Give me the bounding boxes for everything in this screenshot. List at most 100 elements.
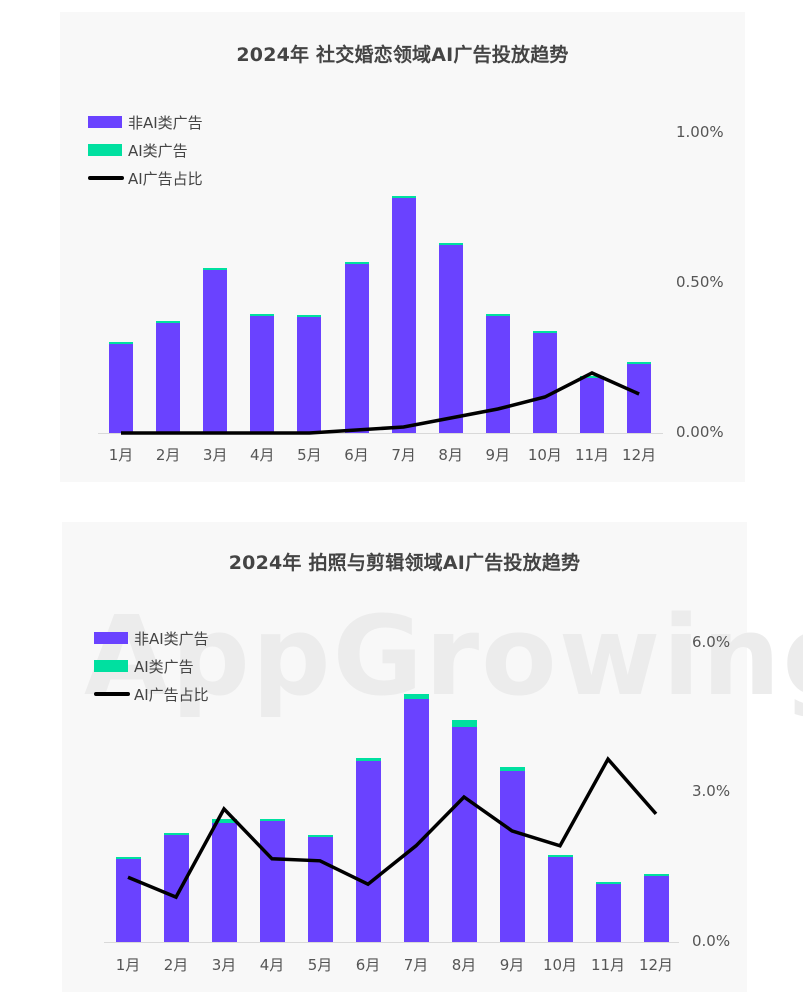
non-ai-segment	[211, 823, 237, 942]
chart-title: 2024年 社交婚恋领域AI广告投放趋势	[236, 44, 569, 66]
non-ai-segment	[580, 378, 604, 433]
chart-legend: 非AI类广告 AI类广告 AI广告占比	[94, 624, 209, 708]
non-ai-segment	[109, 344, 133, 433]
bar-6	[344, 262, 369, 433]
bar-5	[307, 835, 333, 942]
bar-4	[259, 819, 285, 942]
watermark-logo: AppGrowing	[84, 592, 803, 720]
ai-segment	[627, 362, 652, 364]
ai-segment	[451, 720, 477, 727]
non-ai-segment	[344, 264, 369, 433]
x-tick-label: 10月	[542, 956, 578, 974]
ai-swatch-icon	[88, 144, 122, 156]
ai-segment	[595, 882, 621, 884]
ai-segment	[211, 819, 237, 823]
non-ai-segment	[595, 884, 621, 942]
bar-9	[485, 314, 510, 433]
non-ai-segment	[438, 245, 463, 433]
x-tick-label: 6月	[344, 446, 369, 464]
line-swatch-icon	[88, 176, 124, 180]
y-tick-mid: 3.0%	[692, 782, 731, 800]
ai-segment	[109, 342, 133, 344]
x-tick-label: 9月	[485, 446, 511, 464]
y-tick-mid: 0.50%	[676, 273, 724, 291]
non-ai-segment	[203, 270, 228, 433]
bar-3	[211, 819, 237, 942]
ai-segment	[499, 767, 525, 771]
bar-4	[250, 314, 275, 433]
non-ai-segment	[391, 198, 416, 433]
ai-segment	[259, 819, 285, 821]
ai-segment	[355, 758, 381, 761]
ai-segment	[580, 376, 604, 378]
ai-segment	[391, 196, 416, 198]
bar-11	[580, 376, 604, 433]
legend-label: AI广告占比	[128, 169, 203, 188]
chart-panel-photo-editing: AppGrowing 2024年 拍照与剪辑领域AI广告投放趋势 非AI类广告 …	[62, 522, 803, 992]
bar-2	[163, 833, 189, 942]
bar-3	[203, 268, 228, 433]
x-axis-line	[104, 942, 679, 943]
x-tick-label: 1月	[115, 956, 141, 974]
bar-10	[547, 855, 573, 942]
x-tick-label: 3月	[202, 446, 228, 464]
legend-item-ratio: AI广告占比	[94, 680, 209, 708]
x-tick-label: 7月	[403, 956, 429, 974]
bar-6	[355, 758, 381, 942]
non-ai-segment	[627, 364, 652, 433]
ai-segment	[163, 833, 189, 835]
x-axis-line	[98, 433, 663, 434]
bar-8	[438, 243, 463, 433]
bar-9	[499, 767, 525, 942]
y-tick-top: 6.0%	[692, 633, 731, 651]
ai-segment	[485, 314, 510, 316]
non-ai-segment	[259, 821, 285, 942]
y-tick-top: 1.00%	[676, 123, 724, 141]
chart-legend: 非AI类广告 AI类广告 AI广告占比	[88, 108, 203, 192]
line-swatch-icon	[94, 692, 130, 696]
y-tick-zero: 0.00%	[676, 423, 724, 441]
legend-label: AI广告占比	[134, 685, 209, 704]
non-ai-segment	[250, 316, 275, 433]
x-tick-label: 12月	[638, 956, 674, 974]
x-tick-label: 9月	[499, 956, 525, 974]
x-tick-label: 5月	[297, 446, 322, 464]
legend-label: AI类广告	[128, 141, 188, 160]
bar-10	[532, 331, 557, 433]
non-ai-segment	[156, 323, 181, 433]
ai-segment	[643, 874, 669, 876]
non-ai-segment	[547, 857, 573, 942]
x-tick-label: 6月	[355, 956, 381, 974]
ai-segment	[297, 315, 322, 317]
bar-2	[156, 321, 181, 433]
non-ai-swatch-icon	[88, 116, 122, 128]
non-ai-segment	[355, 761, 381, 942]
non-ai-segment	[532, 333, 557, 433]
bar-1	[115, 857, 141, 942]
x-tick-label: 11月	[574, 446, 610, 464]
x-tick-label: 2月	[163, 956, 189, 974]
non-ai-segment	[163, 835, 189, 942]
ai-segment	[532, 331, 557, 333]
ai-segment	[547, 855, 573, 857]
ai-swatch-icon	[94, 660, 128, 672]
bar-5	[297, 315, 322, 433]
legend-item-ai: AI类广告	[94, 652, 209, 680]
bar-7	[403, 694, 429, 942]
non-ai-segment	[297, 317, 322, 433]
x-tick-label: 2月	[155, 446, 181, 464]
x-tick-label: 4月	[250, 446, 275, 464]
legend-item-non-ai: 非AI类广告	[94, 624, 209, 652]
x-tick-label: 11月	[590, 956, 626, 974]
ai-segment	[307, 835, 333, 837]
x-tick-label: 3月	[211, 956, 237, 974]
legend-label: AI类广告	[134, 657, 194, 676]
x-tick-label: 1月	[108, 446, 134, 464]
legend-label: 非AI类广告	[128, 113, 203, 132]
bar-1	[109, 342, 133, 433]
non-ai-segment	[643, 876, 669, 942]
ai-segment	[203, 268, 228, 270]
chart-panel-social-dating: 2024年 社交婚恋领域AI广告投放趋势 非AI类广告 AI类广告 AI广告占比…	[60, 12, 745, 482]
non-ai-segment	[451, 727, 477, 942]
x-tick-label: 5月	[307, 956, 333, 974]
